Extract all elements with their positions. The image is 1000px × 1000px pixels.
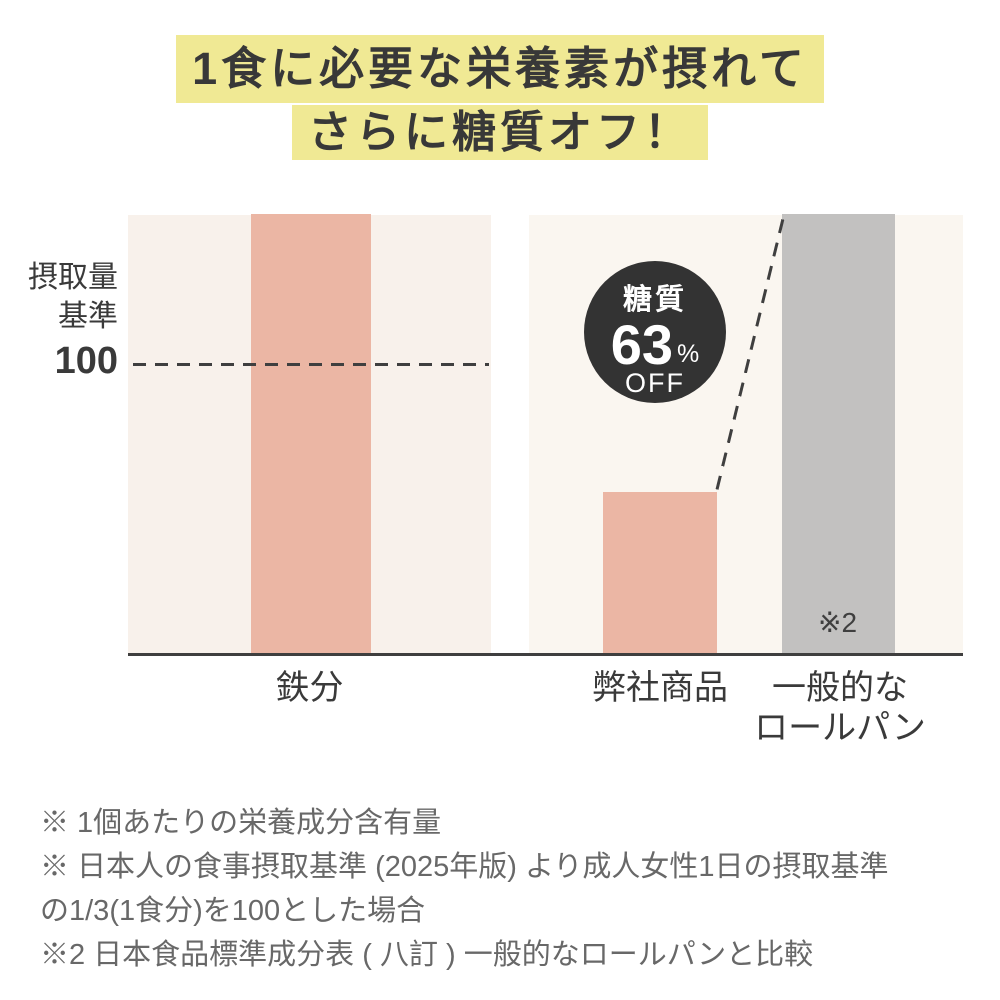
badge-label-sugar: 糖質 bbox=[622, 284, 687, 316]
y-axis-value-100: 100 bbox=[54, 340, 118, 382]
bar-roll-bread bbox=[782, 214, 895, 654]
sugar-off-badge: 糖質 63 % OFF bbox=[584, 261, 726, 403]
title-line-1: 1食に必要な栄養素が摂れて bbox=[176, 35, 824, 103]
footnote-3: ※2 日本食品標準成分表 ( 八訂 ) 一般的なロールパンと比較 bbox=[40, 939, 814, 971]
footnote-2: ※ 日本人の食事摂取基準 (2025年版) より成人女性1日の摂取基準 bbox=[40, 851, 889, 883]
badge-value: 63 bbox=[610, 313, 674, 376]
badge-percent-sign: % bbox=[677, 340, 700, 368]
reference-line-100 bbox=[133, 363, 489, 366]
footnote-2-continued: の1/3(1食分)を100とした場合 bbox=[40, 895, 426, 927]
x-axis-line bbox=[128, 653, 963, 656]
footnotes: ※ 1個あたりの栄養成分含有量 ※ 日本人の食事摂取基準 (2025年版) より… bbox=[40, 801, 970, 977]
x-label-roll-bread: 一般的な ロールパン bbox=[728, 668, 952, 748]
x-label-roll-bread-line-2: ロールパン bbox=[754, 709, 926, 747]
badge-label-off: OFF bbox=[625, 368, 685, 398]
y-axis-label: 摂取量 基準 100 bbox=[0, 258, 118, 386]
page-title: 1食に必要な栄養素が摂れて さらに糖質オフ！ bbox=[0, 35, 1000, 160]
footnote-1: ※ 1個あたりの栄養成分含有量 bbox=[40, 807, 442, 839]
y-axis-label-line-2: 基準 bbox=[58, 300, 118, 333]
roll-bread-annotation: ※2 bbox=[818, 607, 858, 638]
bar-our-product bbox=[603, 491, 717, 654]
x-label-our-product: 弊社商品 bbox=[592, 669, 728, 707]
bar-iron bbox=[251, 214, 371, 654]
y-axis-label-line-1: 摂取量 bbox=[28, 261, 118, 294]
title-line-2: さらに糖質オフ！ bbox=[292, 105, 708, 160]
x-label-roll-bread-line-1: 一般的な bbox=[772, 669, 908, 707]
x-label-iron: 鉄分 bbox=[275, 669, 344, 707]
